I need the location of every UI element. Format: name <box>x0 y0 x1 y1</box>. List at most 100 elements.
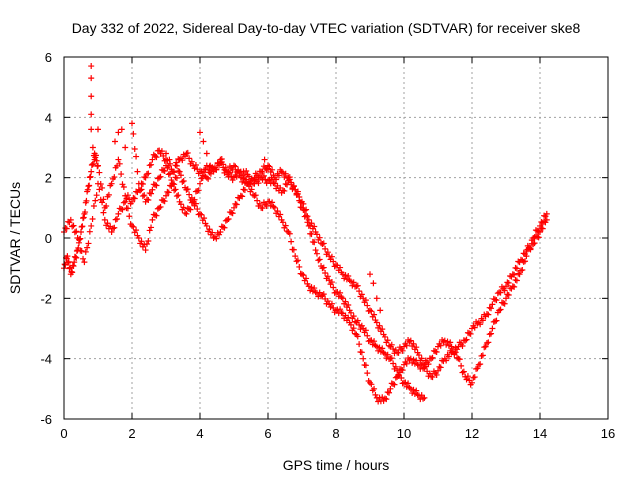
data-point <box>437 342 444 349</box>
data-point <box>391 381 398 388</box>
data-point <box>288 179 295 186</box>
data-point <box>413 344 420 351</box>
data-point <box>390 381 397 388</box>
data-point <box>119 206 126 213</box>
data-point <box>142 174 149 181</box>
data-point <box>65 259 72 266</box>
data-point <box>220 224 227 231</box>
data-point <box>504 279 511 286</box>
data-point <box>198 211 205 218</box>
data-point <box>97 196 104 203</box>
data-point <box>152 152 159 159</box>
data-point <box>504 291 511 298</box>
data-point <box>268 174 275 181</box>
data-point <box>421 394 428 401</box>
data-point <box>194 187 201 194</box>
data-point <box>403 360 410 367</box>
data-point <box>115 156 122 163</box>
data-point <box>95 126 101 133</box>
data-point <box>464 373 471 380</box>
data-point <box>279 169 286 176</box>
data-point <box>356 288 363 295</box>
data-point <box>175 192 182 199</box>
data-point <box>513 277 520 284</box>
data-point <box>149 216 156 223</box>
data-point <box>197 210 203 217</box>
chart-title: Day 332 of 2022, Sidereal Day-to-day VTE… <box>72 20 581 36</box>
data-point <box>130 130 137 137</box>
data-point <box>221 224 228 231</box>
data-point <box>118 206 125 213</box>
data-point <box>88 126 95 133</box>
data-point <box>338 309 345 316</box>
data-point <box>241 187 248 194</box>
data-point <box>172 186 179 193</box>
data-point <box>445 353 452 360</box>
data-point <box>167 160 174 167</box>
data-point <box>218 223 225 230</box>
data-point <box>539 219 546 226</box>
data-point <box>460 368 467 375</box>
data-point <box>188 199 195 206</box>
data-point <box>494 290 501 297</box>
data-point <box>537 228 543 235</box>
data-point <box>99 199 106 206</box>
data-point <box>368 381 375 388</box>
data-point <box>471 374 478 381</box>
y-tick-label: 0 <box>45 231 52 246</box>
data-point <box>270 203 277 210</box>
data-point <box>85 183 92 190</box>
data-point <box>362 327 369 334</box>
data-point <box>327 304 334 311</box>
data-point <box>426 370 433 377</box>
data-point <box>228 209 235 216</box>
data-point <box>90 203 97 210</box>
data-point <box>89 144 96 151</box>
data-point <box>270 180 277 187</box>
data-point <box>213 235 220 242</box>
data-point <box>229 166 236 173</box>
data-point <box>463 376 470 383</box>
data-point <box>345 314 352 321</box>
data-point <box>88 168 95 175</box>
data-point <box>73 228 80 235</box>
data-point <box>384 389 391 396</box>
data-point <box>475 361 482 368</box>
data-point <box>469 379 475 386</box>
data-point <box>83 197 90 204</box>
data-point <box>328 279 335 286</box>
data-point <box>411 390 418 397</box>
data-point <box>138 238 145 245</box>
data-point <box>169 168 176 175</box>
data-point <box>173 174 180 181</box>
data-point <box>458 362 465 369</box>
data-point <box>137 187 144 194</box>
data-point <box>347 321 354 328</box>
data-point <box>78 228 84 235</box>
data-point <box>166 156 173 163</box>
data-point <box>477 361 484 368</box>
data-point <box>108 228 115 235</box>
data-point <box>149 186 156 193</box>
data-point <box>146 190 153 197</box>
data-point <box>387 355 394 362</box>
data-point <box>313 231 320 238</box>
data-point <box>100 209 107 216</box>
data-point <box>373 343 380 350</box>
data-point <box>120 199 127 206</box>
data-point <box>354 317 361 324</box>
data-point <box>187 206 194 213</box>
data-point <box>145 196 152 203</box>
data-point <box>430 347 437 354</box>
data-point <box>515 270 522 277</box>
data-point <box>226 169 233 176</box>
data-point <box>157 203 164 210</box>
data-point <box>182 209 189 216</box>
data-point <box>78 247 85 254</box>
data-point <box>85 240 92 247</box>
data-point <box>222 164 229 171</box>
data-point <box>73 254 80 261</box>
data-point <box>315 257 322 264</box>
data-point <box>180 177 187 184</box>
y-tick-label: 6 <box>45 50 52 65</box>
